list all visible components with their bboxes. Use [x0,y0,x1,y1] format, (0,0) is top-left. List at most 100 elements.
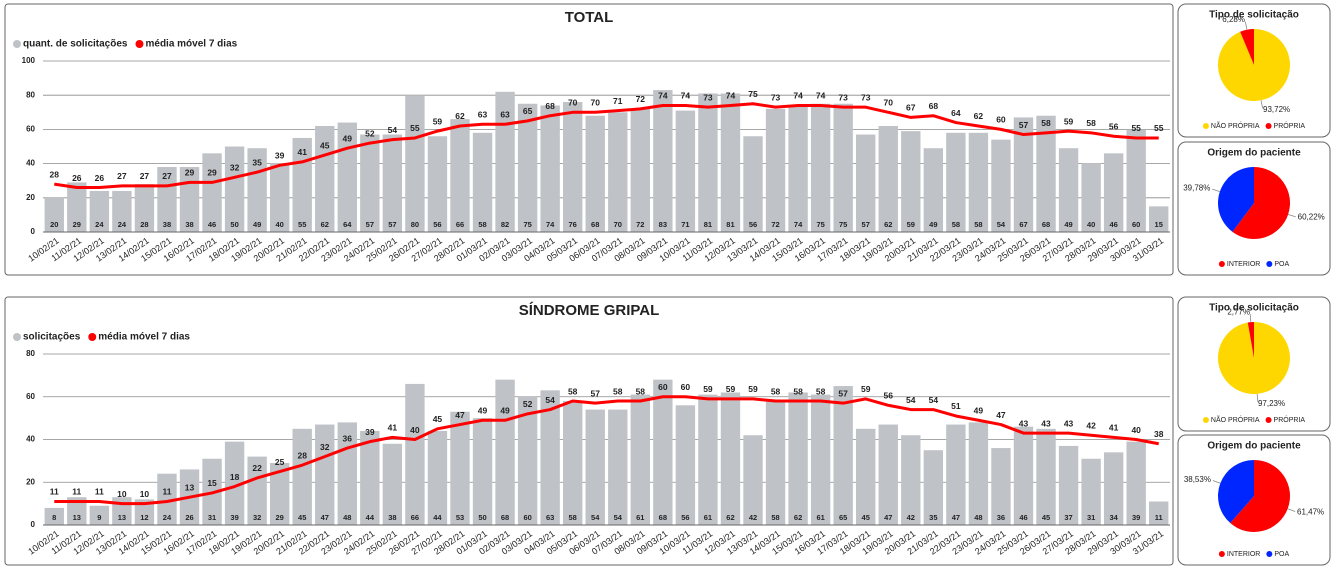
data-label: 49 [253,220,261,229]
data-label: 66 [411,513,419,522]
data-label: 38 [1154,429,1164,439]
data-label: 28 [297,450,307,460]
data-label: 13 [73,513,81,522]
data-label: 39 [1132,513,1140,522]
data-label: 57 [366,220,374,229]
data-label: 47 [996,410,1006,420]
data-label: 40 [410,425,420,435]
data-label: 39 [275,151,285,161]
leader-line [1212,480,1221,484]
bar [562,102,583,232]
data-label: 60 [658,382,668,392]
data-label: 74 [546,220,555,229]
legend-label: INTERIOR [1227,551,1260,558]
data-label: 28 [50,169,60,179]
chart-title: TOTAL [565,9,614,26]
bar [630,394,651,525]
data-label: 74 [816,91,826,101]
data-label: 73 [703,92,713,102]
data-label: 9 [97,513,101,522]
bar [89,505,110,525]
data-label: 52 [523,399,533,409]
data-label: 56 [1109,121,1119,131]
bar [878,125,898,232]
data-label: 8 [52,513,56,522]
data-label: 74 [681,91,691,101]
data-label: 26 [72,173,82,183]
data-label: 59 [907,220,915,229]
bar [360,430,380,525]
bar [427,430,448,525]
bar [968,132,989,232]
data-label: 75 [816,220,824,229]
bar [585,409,605,525]
data-label: 74 [793,91,803,101]
bar [1149,206,1169,232]
pie-slice [1230,460,1291,533]
bar [1103,153,1124,232]
data-label: 74 [794,220,803,229]
data-label: 38 [163,220,171,229]
y-tick-label: 40 [26,159,35,168]
bar [608,112,628,232]
leader-line [1260,100,1264,109]
bar [856,428,876,525]
data-label: 15 [207,478,217,488]
data-label: 81 [704,220,712,229]
legend-marker [13,40,21,48]
y-tick-label: 60 [26,125,35,134]
data-label: 10 [117,489,127,499]
data-label: 41 [297,147,307,157]
leader-line [1249,314,1252,323]
bar [1036,115,1056,232]
data-label: 29 [185,168,195,178]
data-label: 56 [681,513,689,522]
data-label: 24 [118,220,127,229]
data-label: 54 [545,395,555,405]
bar [720,392,741,525]
data-label: 62 [974,111,984,121]
line [54,395,1160,506]
legend-marker [1265,417,1272,423]
data-label: 58 [771,386,781,396]
value-label: 93,72% [1263,105,1290,114]
leader-line [1287,508,1296,512]
bar [901,435,921,525]
data-label: 42 [1086,420,1096,430]
data-label: 11 [50,487,59,497]
leader-line [1288,213,1296,218]
data-label: 18 [230,472,240,482]
data-label: 20 [50,220,58,229]
y-tick-label: 100 [22,56,36,65]
data-label: 59 [703,384,713,394]
data-label: 61 [636,513,644,522]
data-label: 11 [162,487,171,497]
data-label: 29 [207,168,217,178]
chart-title: Tipo de solicitação [1209,10,1299,21]
bar [901,131,921,232]
bar [608,409,628,525]
data-label: 47 [455,410,465,420]
bar [675,405,696,525]
bar [540,105,560,232]
data-label: 58 [771,513,779,522]
data-label: 70 [568,98,578,108]
data-label: 44 [366,513,375,522]
data-label: 58 [1086,118,1096,128]
data-label: 45 [862,513,870,522]
data-label: 63 [500,110,510,120]
data-label: 54 [388,125,398,135]
data-label: 35 [252,157,262,167]
bar [630,108,651,232]
data-label: 47 [952,513,960,522]
data-label: 24 [163,513,172,522]
data-label: 83 [659,220,667,229]
bar [405,95,425,232]
data-label: 59 [1064,116,1074,126]
legend-label: média móvel 7 dias [145,39,237,50]
bar [67,497,87,525]
bar [427,136,448,232]
data-label: 36 [997,513,1005,522]
chart-title: Tipo de solicitação [1209,303,1299,314]
bar [743,435,763,525]
